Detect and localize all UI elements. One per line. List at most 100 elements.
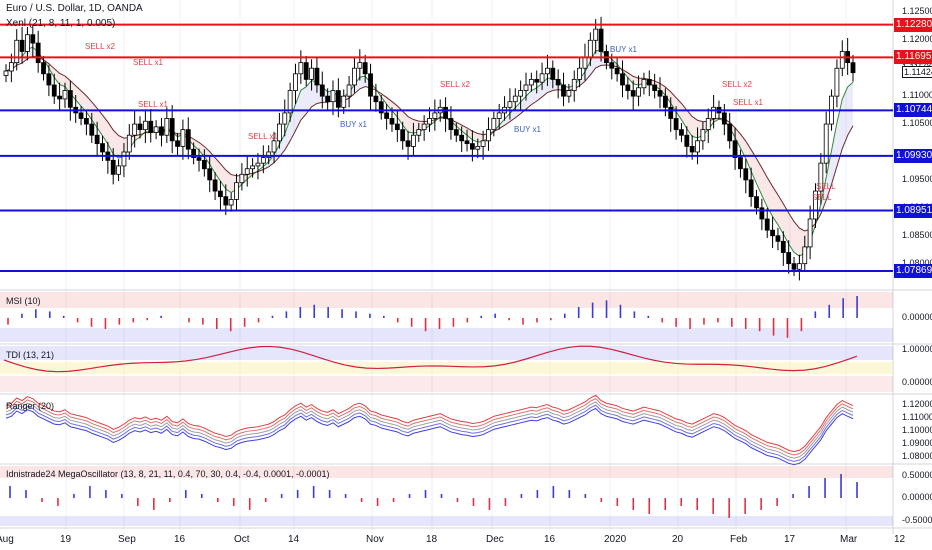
x-axis-label: Feb [730,534,748,545]
ranger-label: Ranger (20) [6,401,55,411]
ribbon-segment [767,177,773,217]
candle-body [30,34,36,44]
mega-upper-zone [0,466,893,478]
candle-body [705,118,711,131]
candle-body [196,157,202,161]
ranger-axis-tick: 1.12000 [902,398,932,409]
ribbon-segment [842,86,848,149]
price-axis-tick: 1.12000 [902,34,932,45]
candle-body [126,134,132,153]
ranger-axis-tick: 1.11000 [902,411,932,422]
ribbon-segment [499,119,505,129]
candle-body [469,143,475,150]
x-axis-label: Nov [366,534,384,545]
candle-body [303,62,309,80]
candle-body [738,157,743,170]
x-axis-label: Sep [118,534,136,545]
candle-body [276,123,282,142]
ribbon-segment [477,133,484,143]
candle-body [207,168,213,181]
candle-body [711,106,717,119]
ribbon-segment [209,151,216,174]
candle-body [201,159,207,170]
candle-body [759,207,765,220]
candle-body [807,218,813,248]
candle-body [169,118,175,142]
candle-body [389,118,395,125]
candle-body [850,62,856,74]
mega-oscillator-pane [0,466,893,526]
x-axis-label: Mar [840,534,858,545]
candle-body [625,84,631,91]
ribbon-segment [777,194,784,235]
msi-label: MSI (10) [6,296,41,306]
price-axis-tick: 1.09500 [902,173,932,184]
candle-body [609,62,615,69]
candle-body [148,120,154,133]
candle-body [689,145,695,153]
candle-body [373,95,379,103]
candle-body [14,39,20,64]
candle-body [620,73,625,86]
ribbon-segment [633,76,639,86]
candle-body [459,134,465,142]
candle-body [142,120,148,131]
sell-signal-label: SELL [816,182,836,191]
ranger-band-line [5,394,854,453]
candle-body [539,73,545,83]
candle-body [475,145,481,150]
candle-body [496,112,502,119]
tdi-upper-zone [0,346,893,360]
price-axis-tick: 1.10500 [902,118,932,129]
msi-axis-tick: 0.00000 [902,312,932,322]
ribbon-segment [359,76,366,89]
candle-body [775,235,781,242]
candle-body [84,118,89,125]
candle-body [400,129,406,142]
candle-body [764,218,770,231]
ribbon-segment [772,186,778,225]
candle-body [309,67,314,80]
ribbon-segment [408,116,414,134]
candle-body [175,140,180,147]
ribbon-segment [215,157,221,182]
sell-signal-label: SELL [812,193,832,202]
candle-body [346,84,352,97]
x-axis-label: 2020 [604,534,627,545]
candle-body [754,196,759,209]
candle-body [212,179,218,192]
ribbon-segment [300,86,307,121]
candle-body [282,112,288,125]
ribbon-segment [788,212,795,253]
candle-body [550,67,556,80]
buy-signal-label: BUY x1 [514,125,541,134]
ribbon-segment [311,80,317,107]
candle-body [89,123,95,136]
candle-body [732,140,738,158]
tdi-label: TDI (13, 21) [6,350,55,360]
ranger-band-line [5,401,854,459]
overlay-label: Xenl (21, 8, 11, 1, 0.005) [6,18,116,29]
msi-pane [0,292,893,342]
symbol-title: Euro / U.S. Dollar, 1D, OANDA [6,3,143,14]
candle-body [3,70,9,76]
price-level-tag: 1.07869 [894,263,932,278]
price-level-tag: 1.12280 [894,17,932,32]
candle-body [700,129,706,142]
sell-signal-label: SELL x2 [722,80,752,89]
candle-body [319,84,325,97]
msi-upper-zone [0,292,893,308]
ribbon-segment [847,82,853,136]
price-pane [0,16,893,281]
candle-body [587,39,593,58]
ribbon-segment [692,116,698,138]
ribbon-segment [831,123,837,185]
candle-body [239,173,245,184]
candle-body [293,73,298,91]
candle-body [244,168,250,175]
candle-body [51,84,57,97]
ribbon-segment [70,80,76,100]
ribbon-segment [472,131,478,143]
candle-body [796,263,802,270]
